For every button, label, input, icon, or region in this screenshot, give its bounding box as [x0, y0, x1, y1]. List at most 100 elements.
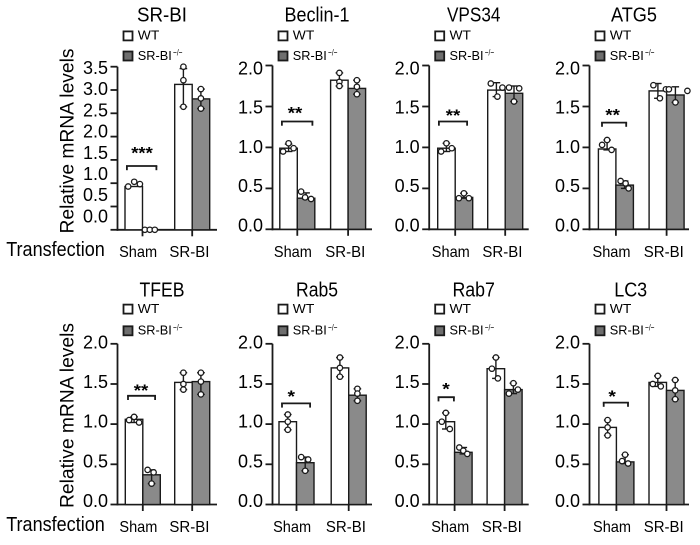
svg-text:SR-BI: SR-BI [169, 519, 209, 536]
svg-text:TFEB: TFEB [140, 279, 185, 301]
svg-text:WT: WT [138, 301, 160, 316]
svg-text:SR-BI: SR-BI [326, 519, 366, 536]
svg-text:0.0: 0.0 [238, 491, 263, 511]
svg-text:Sham: Sham [119, 244, 157, 261]
svg-text:SR-BI: SR-BI [610, 48, 644, 63]
svg-text:1.5: 1.5 [395, 98, 420, 118]
svg-text:−/−: −/− [485, 323, 495, 334]
svg-text:SR-BI: SR-BI [293, 48, 327, 63]
svg-text:0.5: 0.5 [555, 176, 580, 196]
svg-text:2.0: 2.0 [555, 332, 580, 352]
svg-text:SR-BI: SR-BI [610, 323, 644, 338]
svg-text:SR-BI: SR-BI [138, 48, 172, 63]
svg-text:***: *** [131, 143, 153, 162]
svg-text:0.0: 0.0 [555, 491, 580, 511]
svg-text:0.5: 0.5 [395, 176, 420, 196]
svg-text:0.0: 0.0 [238, 216, 263, 236]
svg-text:SR-BI: SR-BI [137, 4, 187, 26]
svg-text:0.5: 0.5 [83, 451, 108, 471]
svg-text:*: * [608, 387, 616, 406]
svg-text:3.0: 3.0 [83, 79, 108, 99]
svg-text:Transfection: Transfection [6, 514, 105, 536]
svg-text:−/−: −/− [328, 323, 338, 334]
svg-text:2.0: 2.0 [83, 332, 108, 352]
svg-text:SR-BI: SR-BI [325, 244, 365, 261]
svg-text:2.0: 2.0 [238, 58, 263, 78]
svg-text:WT: WT [138, 28, 160, 43]
svg-text:SR-BI: SR-BI [293, 323, 327, 338]
svg-text:Transfection: Transfection [6, 239, 105, 261]
svg-text:Sham: Sham [274, 244, 312, 261]
svg-text:Sham: Sham [273, 519, 311, 536]
svg-text:0.0: 0.0 [83, 491, 108, 511]
svg-text:−/−: −/− [173, 323, 183, 334]
svg-text:1.5: 1.5 [395, 372, 420, 392]
svg-text:−/−: −/− [645, 48, 655, 59]
svg-text:1.5: 1.5 [83, 372, 108, 392]
svg-text:WT: WT [610, 28, 632, 43]
svg-text:Rab7: Rab7 [452, 279, 495, 301]
svg-text:Sham: Sham [431, 519, 469, 536]
svg-text:0.0: 0.0 [83, 207, 108, 227]
svg-text:1.5: 1.5 [555, 98, 580, 118]
svg-text:Sham: Sham [593, 519, 631, 536]
svg-text:2.0: 2.0 [555, 58, 580, 78]
svg-text:SR-BI: SR-BI [138, 323, 172, 338]
svg-text:1.5: 1.5 [555, 372, 580, 392]
svg-text:*: * [442, 379, 450, 398]
svg-text:**: ** [446, 106, 461, 125]
svg-text:WT: WT [293, 28, 315, 43]
svg-text:SR-BI: SR-BI [450, 323, 484, 338]
svg-text:**: ** [288, 104, 303, 123]
svg-text:1.0: 1.0 [555, 412, 580, 432]
svg-text:0.0: 0.0 [395, 491, 420, 511]
svg-text:SR-BI: SR-BI [482, 519, 522, 536]
svg-text:1.0: 1.0 [555, 137, 580, 157]
svg-text:1.0: 1.0 [238, 137, 263, 157]
svg-text:SR-BI: SR-BI [644, 519, 684, 536]
svg-text:SR-BI: SR-BI [169, 244, 209, 261]
svg-text:Sham: Sham [593, 244, 631, 261]
svg-text:SR-BI: SR-BI [450, 48, 484, 63]
svg-text:WT: WT [610, 301, 632, 316]
svg-text:0.5: 0.5 [238, 451, 263, 471]
svg-text:2.0: 2.0 [83, 122, 108, 142]
svg-text:1.0: 1.0 [83, 412, 108, 432]
svg-text:2.5: 2.5 [83, 101, 108, 121]
svg-text:2.0: 2.0 [395, 332, 420, 352]
svg-text:−/−: −/− [485, 48, 495, 59]
svg-text:Relative mRNA levels: Relative mRNA levels [58, 323, 79, 508]
svg-text:1.0: 1.0 [238, 412, 263, 432]
svg-text:*: * [288, 387, 296, 406]
svg-text:1.5: 1.5 [238, 98, 263, 118]
svg-text:**: ** [605, 106, 620, 125]
svg-text:−/−: −/− [328, 48, 338, 59]
svg-text:ATG5: ATG5 [611, 4, 657, 26]
svg-text:Sham: Sham [432, 244, 470, 261]
svg-text:0.5: 0.5 [395, 451, 420, 471]
svg-text:WT: WT [450, 301, 472, 316]
svg-text:3.5: 3.5 [83, 58, 108, 78]
svg-text:SR-BI: SR-BI [644, 244, 684, 261]
svg-text:1.0: 1.0 [395, 412, 420, 432]
svg-text:0.5: 0.5 [83, 185, 108, 205]
svg-text:VPS34: VPS34 [447, 4, 501, 26]
svg-text:1.0: 1.0 [83, 164, 108, 184]
svg-text:WT: WT [450, 28, 472, 43]
svg-text:0.5: 0.5 [238, 176, 263, 196]
svg-text:0.0: 0.0 [555, 216, 580, 236]
svg-text:2.0: 2.0 [238, 332, 263, 352]
svg-text:**: ** [134, 381, 149, 400]
svg-text:1.5: 1.5 [83, 143, 108, 163]
svg-text:WT: WT [293, 301, 315, 316]
svg-text:LC3: LC3 [614, 279, 647, 301]
svg-text:0.5: 0.5 [555, 451, 580, 471]
svg-text:Sham: Sham [119, 519, 157, 536]
svg-text:2.0: 2.0 [395, 58, 420, 78]
svg-text:SR-BI: SR-BI [482, 244, 522, 261]
svg-text:−/−: −/− [645, 323, 655, 334]
svg-text:Relative mRNA levels: Relative mRNA levels [58, 48, 79, 233]
svg-text:1.5: 1.5 [238, 372, 263, 392]
svg-text:Beclin-1: Beclin-1 [285, 4, 350, 26]
svg-text:1.0: 1.0 [395, 137, 420, 157]
